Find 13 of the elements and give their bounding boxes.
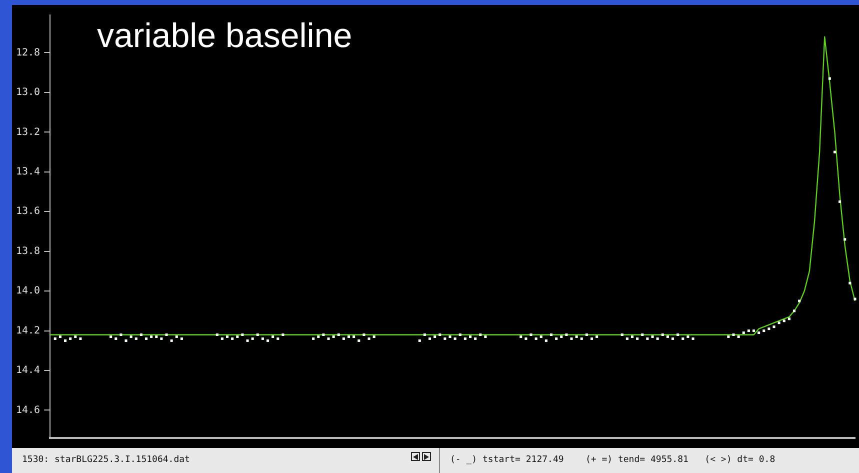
y-tick-label: 13.2 <box>16 126 40 138</box>
text: 1530: starBLG225.3.I.151064.dat <box>22 455 190 465</box>
y-tick-label: 13.8 <box>16 246 40 257</box>
y-tick-label: 12.8 <box>16 47 40 58</box>
y-tick-label: 13.0 <box>16 87 40 98</box>
y-tick-label: 14.0 <box>16 286 40 297</box>
y-tick-label: 14.4 <box>16 365 40 376</box>
y-tick-label: 13.4 <box>16 166 40 178</box>
chart-title: variable baseline <box>97 17 352 56</box>
y-tick-label: 14.2 <box>16 325 40 336</box>
text: (- _) tstart= 2127.49 (+ =) tend= 4955.81 (< >) dt= 0.8 <box>450 455 776 465</box>
y-tick-label: 13.6 <box>16 206 40 218</box>
y-tick-label: 14.6 <box>16 404 40 416</box>
